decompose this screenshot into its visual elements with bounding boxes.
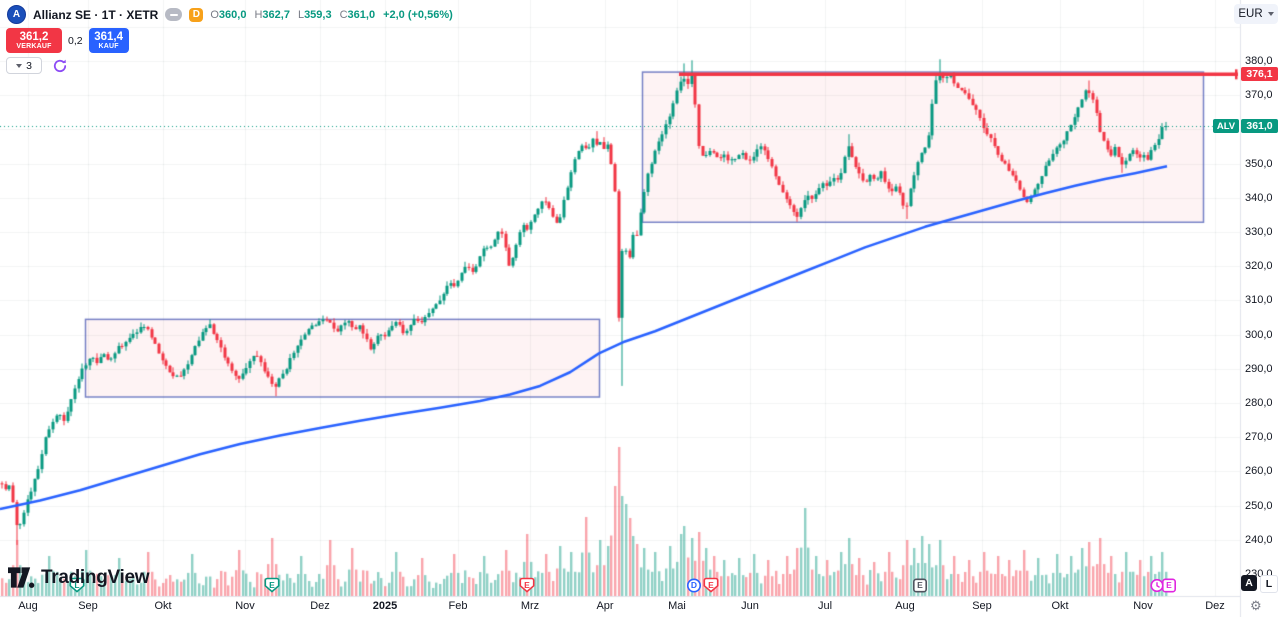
price-tick: 330,0 <box>1245 226 1273 238</box>
price-tick: 310,0 <box>1245 294 1273 307</box>
time-tick: Dez <box>310 600 330 612</box>
ohlc-close-value: 361,0 <box>347 8 376 21</box>
time-tick: 2025 <box>372 600 398 612</box>
time-tick: Aug <box>895 600 915 612</box>
interval-badge[interactable]: D <box>189 7 204 22</box>
time-tick: Feb <box>448 600 468 612</box>
time-tick: Aug <box>18 600 38 612</box>
time-tick: Jun <box>741 600 759 612</box>
time-tick: Okt <box>1051 600 1069 612</box>
event-badge-e[interactable]: E <box>519 577 535 594</box>
auto-scale-button[interactable]: A <box>1241 575 1257 591</box>
ohlc-close-label: C <box>339 8 348 21</box>
sell-button[interactable]: 361,2 VERKAUF <box>6 28 62 53</box>
ohlc-low-value: 359,3 <box>304 8 332 21</box>
time-tick: Nov <box>235 600 255 612</box>
event-badge-l[interactable]: L <box>69 577 85 594</box>
price-tick: 340,0 <box>1245 191 1273 204</box>
tradingview-logo-icon <box>8 567 35 588</box>
price-tick: 350,0 <box>1245 157 1273 170</box>
change-readout: +2,0 (+0,56%) <box>383 8 453 21</box>
replay-icon[interactable] <box>52 58 68 74</box>
ohlc-high-value: 362,7 <box>262 8 290 21</box>
time-tick: Apr <box>596 600 614 612</box>
log-scale-button[interactable]: L <box>1260 575 1278 593</box>
svg-text:E: E <box>524 580 530 590</box>
time-tick: Mrz <box>520 600 540 612</box>
price-tick: 300,0 <box>1245 328 1273 341</box>
event-badge-e[interactable]: E <box>703 577 719 594</box>
time-tick: Sep <box>972 600 992 612</box>
time-tick: Jul <box>817 600 833 612</box>
time-tick: Sep <box>78 600 98 612</box>
currency-value: EUR <box>1238 8 1263 20</box>
time-tick: Mai <box>668 600 686 612</box>
svg-text:L: L <box>74 580 79 590</box>
ohlc-open-label: O <box>210 8 219 21</box>
time-tick: Okt <box>154 600 172 612</box>
spread-value: 0,2 <box>68 34 83 47</box>
resistance-price-label[interactable]: 376,1 <box>1241 67 1278 81</box>
svg-text:E: E <box>917 580 923 590</box>
price-tick: 320,0 <box>1245 260 1273 273</box>
trade-panel: 361,2 VERKAUF 0,2 361,4 KAUF <box>6 28 129 53</box>
price-tick: 250,0 <box>1245 499 1273 512</box>
time-tick: Nov <box>1133 600 1153 612</box>
price-tick: 270,0 <box>1245 431 1273 444</box>
collapse-indicators-button[interactable]: 3 <box>6 57 42 74</box>
price-tick: 280,0 <box>1245 397 1273 409</box>
ticker-badge: ALV <box>1213 119 1239 133</box>
price-tick: 370,0 <box>1245 89 1273 102</box>
symbol-header: A Allianz SE · 1T · XETR D O360,0 H362,7… <box>7 5 453 24</box>
minimize-indicator-icon[interactable] <box>165 8 183 21</box>
last-price-label: 361,0 <box>1241 119 1278 133</box>
event-badge-e[interactable]: E <box>912 577 928 594</box>
buy-button[interactable]: 361,4 KAUF <box>88 28 129 53</box>
time-tick: Dez <box>1205 600 1225 612</box>
price-tick: 380,0 <box>1245 55 1273 67</box>
watermark-text: TradingView <box>41 567 150 588</box>
ohlc-high-label: H <box>254 8 263 21</box>
price-tick: 260,0 <box>1245 465 1273 478</box>
tradingview-watermark[interactable]: TradingView <box>8 567 150 589</box>
currency-selector[interactable]: EUR <box>1234 4 1278 24</box>
chevron-down-icon <box>1267 12 1274 16</box>
sell-price: 361,2 <box>19 30 49 43</box>
svg-text:E: E <box>708 580 714 590</box>
gear-icon[interactable]: ⚙ <box>1250 598 1262 613</box>
event-badge-e[interactable]: E <box>264 577 280 594</box>
svg-text:E: E <box>1166 580 1172 590</box>
chevron-down-icon <box>16 63 23 68</box>
symbol-title[interactable]: Allianz SE · 1T · XETR <box>33 7 159 22</box>
ohlc-low-label: L <box>297 8 305 21</box>
indicator-controls: 3 <box>6 57 68 74</box>
svg-text:E: E <box>269 580 275 590</box>
ohlc-open-value: 360,0 <box>218 8 247 21</box>
price-tick: 240,0 <box>1245 533 1273 546</box>
buy-price: 361,4 <box>94 30 123 43</box>
price-tick: 290,0 <box>1245 362 1273 375</box>
indicator-count: 3 <box>26 59 32 72</box>
sell-label: VERKAUF <box>16 42 52 50</box>
event-badge-d[interactable]: D <box>686 577 702 594</box>
ohlc-readout: O360,0 H362,7 L359,3 C361,0 +2,0 (+0,56%… <box>210 9 452 21</box>
allianz-logo-icon: A <box>7 5 26 24</box>
svg-text:D: D <box>691 580 697 590</box>
event-badge-e[interactable]: E <box>1161 577 1177 594</box>
buy-label: KAUF <box>98 42 119 50</box>
